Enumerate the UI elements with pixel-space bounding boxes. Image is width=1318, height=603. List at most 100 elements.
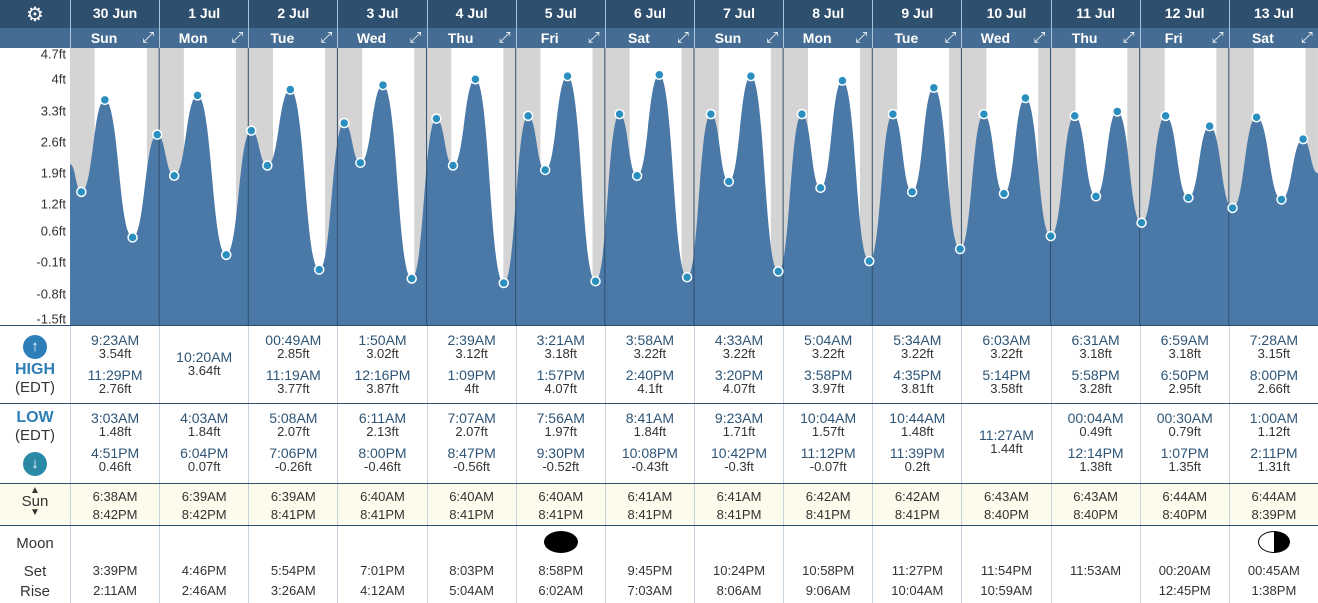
- tide-point[interactable]: [1160, 110, 1171, 122]
- expand-arrows-icon[interactable]: ⤢: [1033, 29, 1046, 46]
- tide-point[interactable]: [928, 82, 940, 94]
- tide-point[interactable]: [127, 232, 138, 243]
- tide-point[interactable]: [1276, 194, 1287, 205]
- day-column-header[interactable]: 5 Jul Fri ⤢: [515, 0, 605, 48]
- tide-point[interactable]: [1069, 110, 1080, 122]
- tide-point[interactable]: [1020, 92, 1031, 104]
- tide-point[interactable]: [1204, 120, 1215, 132]
- weekday-row: Sat ⤢: [1229, 28, 1318, 48]
- tide-height: 0.79ft: [1168, 424, 1201, 439]
- tide-point[interactable]: [431, 113, 442, 124]
- tide-height: -0.52ft: [542, 459, 580, 474]
- day-column-header[interactable]: 13 Jul Sat ⤢: [1228, 0, 1318, 48]
- expand-arrows-icon[interactable]: ⤢: [587, 29, 600, 46]
- tide-point[interactable]: [285, 84, 296, 95]
- day-column-header[interactable]: 30 Jun Sun ⤢: [70, 0, 160, 48]
- tide-point[interactable]: [76, 186, 87, 198]
- tide-point[interactable]: [338, 117, 350, 129]
- tide-point[interactable]: [192, 90, 203, 101]
- tide-point[interactable]: [745, 70, 757, 82]
- tide-point[interactable]: [796, 108, 808, 120]
- day-column-header[interactable]: 4 Jul Thu ⤢: [426, 0, 516, 48]
- day-column-header[interactable]: 7 Jul Sun ⤢: [693, 0, 784, 48]
- day-column-header[interactable]: 10 Jul Wed ⤢: [961, 0, 1051, 48]
- tide-point[interactable]: [954, 243, 966, 255]
- tide-height: 2.95ft: [1168, 381, 1201, 396]
- low-tide-cell: 00:30AM 0.79ft 1:07PM 1.35ft: [1139, 403, 1229, 483]
- tide-point[interactable]: [1045, 230, 1057, 242]
- tide-point[interactable]: [313, 264, 325, 275]
- tide-height: 1.84ft: [633, 424, 667, 439]
- tide-point[interactable]: [447, 160, 459, 171]
- day-column-header[interactable]: 1 Jul Mon ⤢: [159, 0, 249, 48]
- tide-point[interactable]: [681, 271, 693, 283]
- tide-point[interactable]: [614, 108, 625, 120]
- expand-arrows-icon[interactable]: ⤢: [320, 29, 333, 46]
- tide-point[interactable]: [1183, 192, 1194, 203]
- expand-arrows-icon[interactable]: ⤢: [766, 29, 779, 46]
- tide-point[interactable]: [978, 108, 990, 120]
- expand-arrows-icon[interactable]: ⤢: [944, 29, 957, 46]
- tide-point[interactable]: [262, 160, 273, 171]
- expand-arrows-icon[interactable]: ⤢: [855, 29, 868, 46]
- day-column-header[interactable]: 11 Jul Thu ⤢: [1050, 0, 1140, 48]
- up-arrow-icon[interactable]: ↑: [23, 335, 47, 359]
- tide-point[interactable]: [815, 182, 826, 194]
- day-column-header[interactable]: 2 Jul Tue ⤢: [248, 0, 338, 48]
- tide-point[interactable]: [590, 275, 601, 287]
- tide-point[interactable]: [705, 108, 717, 120]
- expand-arrows-icon[interactable]: ⤢: [409, 29, 422, 46]
- tide-point[interactable]: [246, 125, 257, 136]
- tide-point[interactable]: [1251, 112, 1262, 123]
- tide-point[interactable]: [837, 75, 848, 86]
- tide-point[interactable]: [654, 69, 665, 81]
- expand-arrows-icon[interactable]: ⤢: [1211, 29, 1224, 46]
- tide-point[interactable]: [406, 273, 417, 284]
- tide-point[interactable]: [1227, 202, 1238, 214]
- tide-point[interactable]: [168, 170, 180, 182]
- tide-point[interactable]: [562, 70, 573, 82]
- tide-height: 0.2ft: [904, 459, 930, 474]
- expand-arrows-icon[interactable]: ⤢: [676, 29, 689, 46]
- tide-point[interactable]: [864, 255, 875, 267]
- tide-point[interactable]: [998, 188, 1010, 199]
- tide-point[interactable]: [470, 74, 481, 85]
- tide-point[interactable]: [539, 164, 551, 176]
- expand-arrows-icon[interactable]: ⤢: [231, 29, 244, 46]
- expand-arrows-icon[interactable]: ⤢: [498, 29, 511, 46]
- expand-arrows-icon[interactable]: ⤢: [142, 29, 155, 46]
- tide-point[interactable]: [99, 94, 111, 106]
- tide-point[interactable]: [906, 186, 918, 198]
- gear-icon[interactable]: ⚙: [26, 3, 44, 26]
- low-tide-cell: 3:03AM 1.48ft 4:51PM 0.46ft: [70, 403, 159, 483]
- y-axis-tick-label: 1.2ft: [40, 196, 66, 212]
- down-arrow-icon[interactable]: ↓: [23, 452, 47, 476]
- day-column-header[interactable]: 8 Jul Mon ⤢: [783, 0, 873, 48]
- day-column-header[interactable]: 6 Jul Sat ⤢: [604, 0, 694, 48]
- tide-height: 2.66ft: [1257, 381, 1291, 396]
- tide-point[interactable]: [631, 170, 643, 182]
- expand-arrows-icon[interactable]: ⤢: [1122, 29, 1135, 46]
- tide-height: 3.54ft: [98, 346, 132, 361]
- tide-time: 4:35PM: [893, 367, 942, 383]
- tide-point[interactable]: [887, 108, 899, 120]
- sunset-time: 8:42PM: [92, 507, 138, 522]
- tide-time: 3:03AM: [90, 410, 140, 426]
- tide-point[interactable]: [377, 79, 389, 91]
- tide-point[interactable]: [1112, 106, 1123, 117]
- tide-point[interactable]: [498, 277, 510, 289]
- tide-point[interactable]: [1090, 191, 1102, 202]
- expand-arrows-icon[interactable]: ⤢: [1300, 29, 1313, 46]
- tide-point[interactable]: [355, 157, 366, 169]
- day-column-header[interactable]: 12 Jul Fri ⤢: [1139, 0, 1229, 48]
- day-column-header[interactable]: 3 Jul Wed ⤢: [337, 0, 427, 48]
- tide-point[interactable]: [723, 176, 735, 187]
- tide-point[interactable]: [773, 266, 784, 277]
- sunrise-time: 6:38AM: [92, 489, 138, 504]
- tide-point[interactable]: [220, 249, 232, 261]
- tide-point[interactable]: [1136, 217, 1147, 228]
- tide-point[interactable]: [151, 129, 163, 140]
- tide-point[interactable]: [522, 110, 534, 122]
- tide-point[interactable]: [1297, 133, 1309, 145]
- day-column-header[interactable]: 9 Jul Tue ⤢: [872, 0, 962, 48]
